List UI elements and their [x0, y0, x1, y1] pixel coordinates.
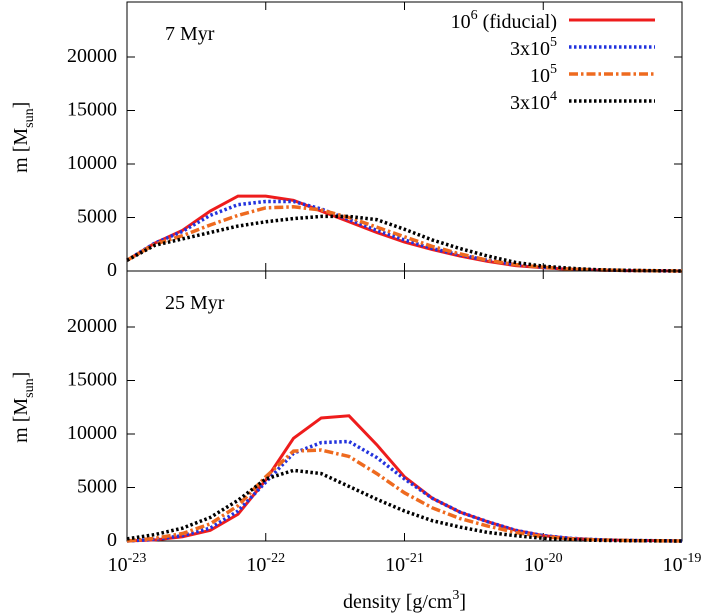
y-tick-label: 10000 [67, 422, 117, 444]
x-tick-label: 10-22 [246, 551, 285, 576]
legend-label: 106 (fiducial) [451, 8, 557, 33]
y-axis-label: m [Msun] [10, 372, 37, 443]
series-line [126, 439, 683, 543]
y-tick-label: 20000 [67, 315, 117, 337]
x-tick-label: 10-20 [524, 551, 563, 576]
y-axis-label: m [Msun] [10, 102, 37, 173]
legend-label: 3x104 [510, 89, 557, 114]
y-tick-label: 0 [107, 529, 117, 551]
panel-annotation: 7 Myr [165, 23, 215, 45]
x-tick-label: 10-21 [385, 551, 424, 576]
x-tick-label: 10-23 [108, 551, 147, 576]
y-tick-label: 5000 [77, 205, 117, 227]
x-axis-label: density [g/cm3] [343, 588, 466, 613]
series-line [126, 468, 683, 543]
y-tick-label: 15000 [67, 98, 117, 120]
series-line [126, 448, 683, 543]
y-tick-label: 20000 [67, 45, 117, 67]
y-tick-label: 10000 [67, 152, 117, 174]
legend-label: 105 [530, 62, 557, 87]
x-tick-label: 10-19 [663, 551, 702, 576]
legend-label: 3x105 [510, 35, 557, 60]
series-line [126, 214, 683, 273]
y-tick-label: 5000 [77, 475, 117, 497]
panel-annotation: 25 Myr [165, 292, 225, 314]
y-tick-label: 0 [107, 259, 117, 281]
series-line [126, 194, 683, 273]
y-tick-label: 15000 [67, 368, 117, 390]
